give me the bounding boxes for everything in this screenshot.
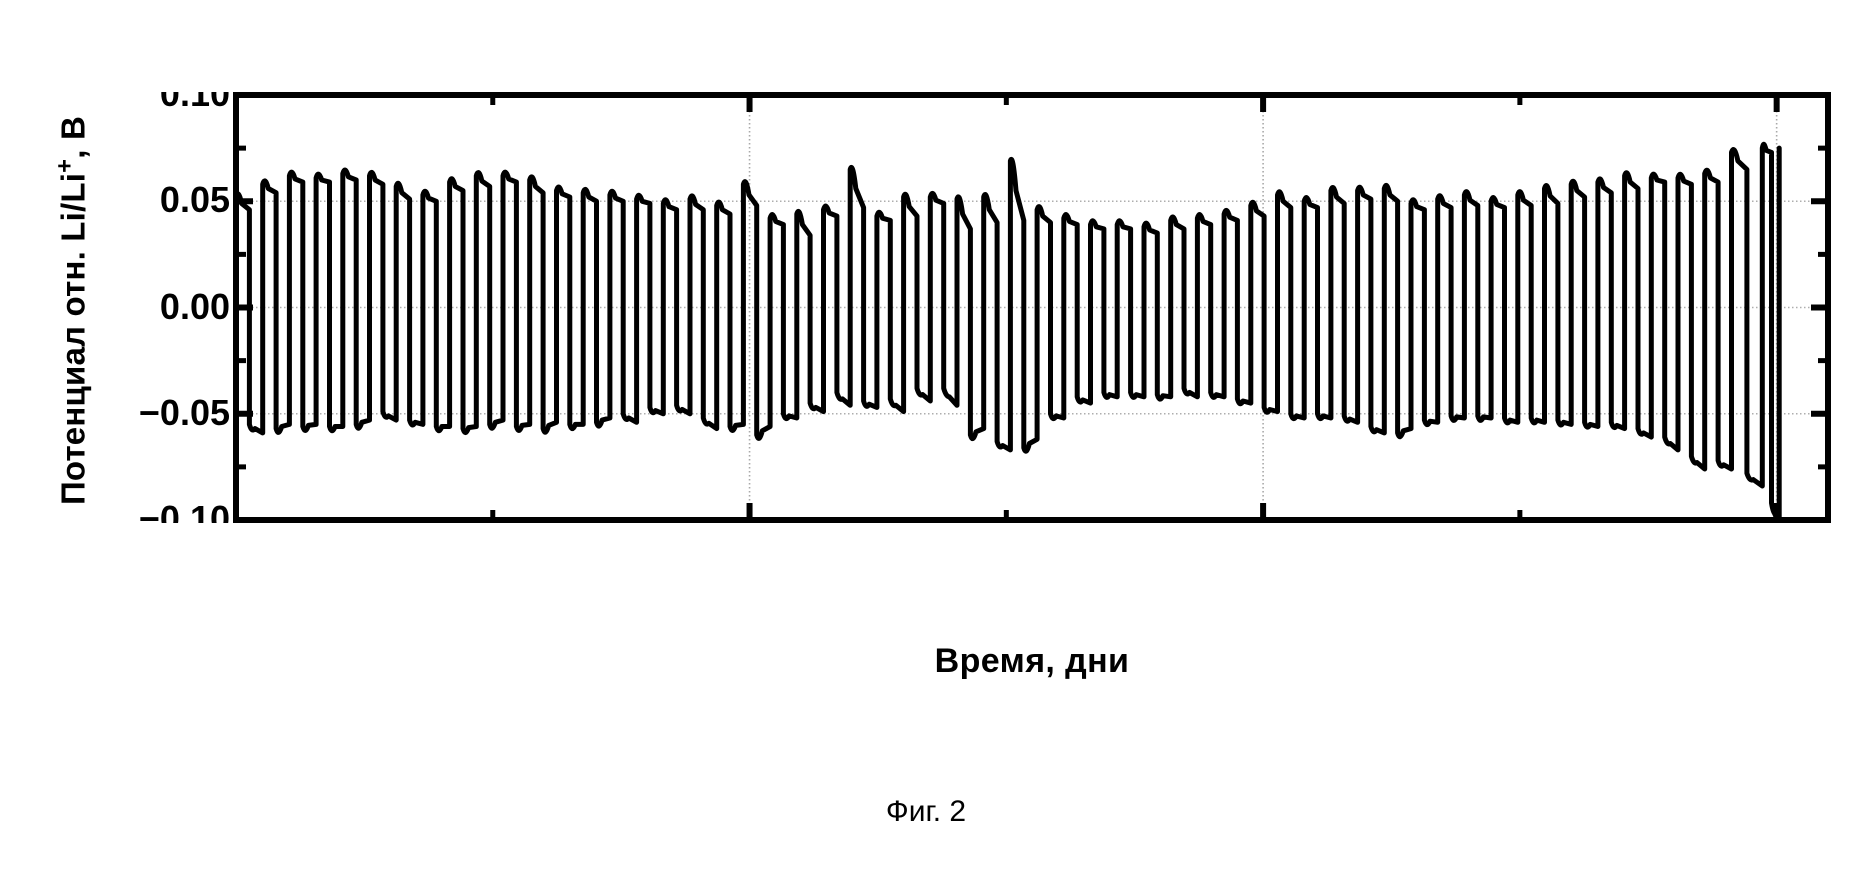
plot-area (0, 0, 1852, 873)
plot-clip-top (0, 0, 1852, 92)
data-trace-cell-potential (236, 144, 1779, 524)
plot-clip-right (1831, 0, 1852, 873)
figure-root: Потенциал отн. Li/Li+, В −0.10−0.050.000… (0, 0, 1852, 873)
figure-caption: Фиг. 2 (0, 795, 1852, 829)
x-axis-title: Время, дни (236, 642, 1828, 681)
